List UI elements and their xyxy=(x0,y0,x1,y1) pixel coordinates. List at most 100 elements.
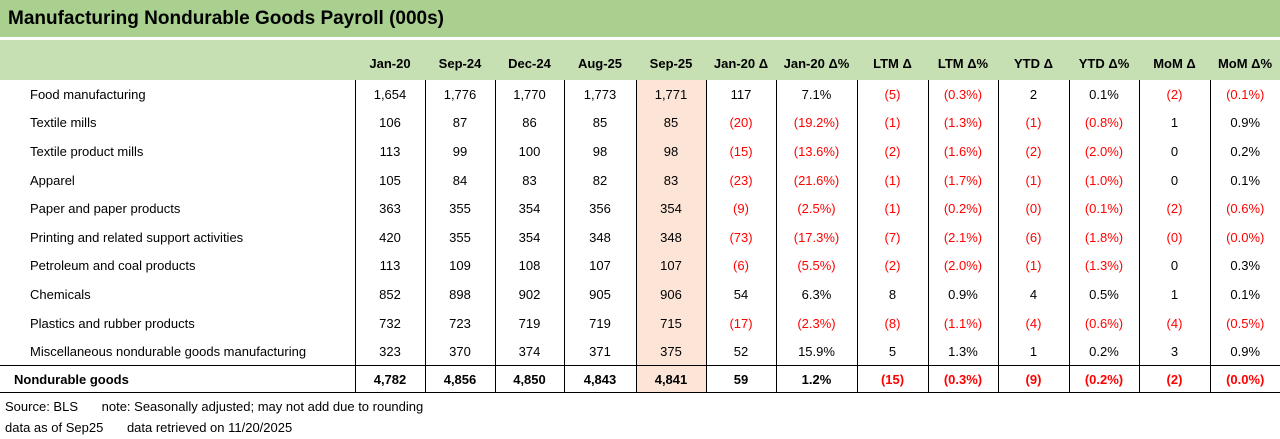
row-label: Petroleum and coal products xyxy=(30,258,196,274)
cell: (2) xyxy=(1138,194,1210,223)
column-header: Dec-24 xyxy=(495,40,564,80)
cell: 1 xyxy=(997,337,1069,366)
cell: (2) xyxy=(1138,80,1210,109)
cell: (2) xyxy=(997,137,1069,166)
cell: 354 xyxy=(494,222,564,252)
cell: 0.1% xyxy=(1068,80,1139,109)
column-header: Jan-20 xyxy=(355,40,425,80)
cell: (7) xyxy=(856,222,928,252)
column-header: MoM Δ xyxy=(1139,40,1210,80)
cell: 1,773 xyxy=(563,80,636,109)
column-header: MoM Δ% xyxy=(1210,40,1280,80)
cell: (23) xyxy=(705,165,776,195)
cell: 0.5% xyxy=(1068,280,1139,309)
cell: 363 xyxy=(354,194,425,223)
cell: 723 xyxy=(424,308,495,338)
cell: 719 xyxy=(494,308,564,338)
row-label: Food manufacturing xyxy=(30,86,146,102)
cell: (0) xyxy=(997,194,1069,223)
cell: 0 xyxy=(1138,137,1210,166)
row-label: Miscellaneous nondurable goods manufactu… xyxy=(30,343,307,359)
cell: 420 xyxy=(354,222,425,252)
divider xyxy=(0,37,1280,40)
cell: 1 xyxy=(1138,108,1210,138)
cell: 852 xyxy=(354,280,425,309)
page-title: Manufacturing Nondurable Goods Payroll (… xyxy=(8,7,445,29)
cell: (1.1%) xyxy=(927,308,998,338)
row-label: Printing and related support activities xyxy=(30,229,244,245)
cell: (9) xyxy=(705,194,776,223)
column-header: Sep-24 xyxy=(425,40,495,80)
adjustment-note: note: Seasonally adjusted; may not add d… xyxy=(101,399,424,415)
cell: (1) xyxy=(856,165,928,195)
table-row: Plastics and rubber products 732 723 719 719… xyxy=(0,308,1280,338)
cell: 7.1% xyxy=(775,80,857,109)
cell: (4) xyxy=(1138,308,1210,338)
table-body: Food manufacturing 1,654 1,776 1,770 1,773 1,… xyxy=(0,80,1280,394)
cell: 905 xyxy=(563,280,636,309)
cell: 82 xyxy=(563,165,636,195)
cell: (6) xyxy=(997,222,1069,252)
cell: 323 xyxy=(354,337,425,366)
cell: 84 xyxy=(424,165,495,195)
cell: 98 xyxy=(563,137,636,166)
cell: 0 xyxy=(1138,165,1210,195)
cell: 100 xyxy=(494,137,564,166)
cell: (0.6%) xyxy=(1209,194,1280,223)
cell: 87 xyxy=(424,108,495,138)
cell: (15) xyxy=(856,365,928,394)
cell: 715 xyxy=(635,308,706,338)
row-label: Apparel xyxy=(30,172,75,188)
cell: (1.0%) xyxy=(1068,165,1139,195)
cell: (0.0%) xyxy=(1209,365,1280,394)
cell: 355 xyxy=(424,222,495,252)
cell: 107 xyxy=(635,251,706,281)
table-row: Apparel 105 84 83 82 83 (23) (21.6%) (1) (1.7%) (1… xyxy=(0,165,1280,195)
cell: (19.2%) xyxy=(775,108,857,138)
cell: 898 xyxy=(424,280,495,309)
cell: (0.1%) xyxy=(1068,194,1139,223)
cell: (0.2%) xyxy=(927,194,998,223)
cell: 109 xyxy=(424,251,495,281)
row-label: Paper and paper products xyxy=(30,201,181,217)
cell: 0.3% xyxy=(1209,251,1280,281)
table-row: Miscellaneous nondurable goods manufactu… xyxy=(0,337,1280,366)
cell: 54 xyxy=(705,280,776,309)
table-row: Paper and paper products 363 355 354 356 354(… xyxy=(0,194,1280,223)
cell: 374 xyxy=(494,337,564,366)
cell: (1) xyxy=(997,108,1069,138)
cell: 0.1% xyxy=(1209,165,1280,195)
cell: 356 xyxy=(563,194,636,223)
cell: 0.9% xyxy=(1209,337,1280,366)
cell: 117 xyxy=(705,80,776,109)
cell: (1) xyxy=(856,194,928,223)
cell: 0 xyxy=(1138,251,1210,281)
cell: 85 xyxy=(563,108,636,138)
cell: (0.8%) xyxy=(1068,108,1139,138)
cell: (0.3%) xyxy=(927,365,998,394)
payroll-table: Jan-20 Sep-24 Dec-24 Aug-25 Sep-25 Jan-20 Δ Ja… xyxy=(0,40,1280,394)
cell: (0.0%) xyxy=(1209,222,1280,252)
cell: (1.6%) xyxy=(927,137,998,166)
cell: (2) xyxy=(856,251,928,281)
cell: (1.7%) xyxy=(927,165,998,195)
cell: (20) xyxy=(705,108,776,138)
cell: (2.1%) xyxy=(927,222,998,252)
cell: 85 xyxy=(635,108,706,138)
cell: 1,776 xyxy=(424,80,495,109)
cell: (4) xyxy=(997,308,1069,338)
cell: 98 xyxy=(635,137,706,166)
column-header: Sep-25 xyxy=(636,40,706,80)
cell: (15) xyxy=(705,137,776,166)
cell: 83 xyxy=(494,165,564,195)
title-bar: Manufacturing Nondurable Goods Payroll (… xyxy=(0,0,1280,37)
cell: 113 xyxy=(354,251,425,281)
cell: (17.3%) xyxy=(775,222,857,252)
cell: (5) xyxy=(856,80,928,109)
cell: (6) xyxy=(705,251,776,281)
table-row: Petroleum and coal products 113 109 108 107 1… xyxy=(0,251,1280,281)
cell: 348 xyxy=(635,222,706,252)
cell: 732 xyxy=(354,308,425,338)
cell: (1.3%) xyxy=(1068,251,1139,281)
cell: 0.9% xyxy=(1209,108,1280,138)
